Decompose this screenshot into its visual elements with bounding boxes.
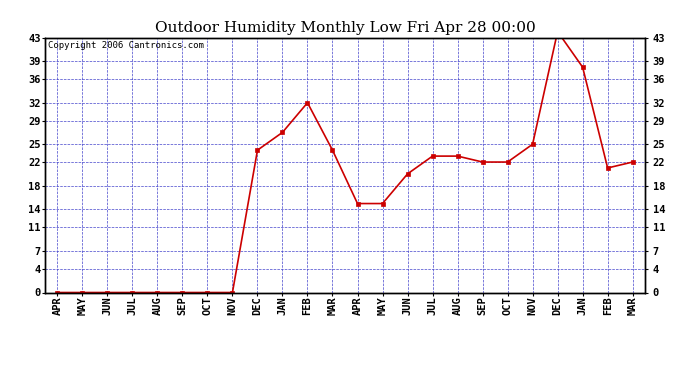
Text: Copyright 2006 Cantronics.com: Copyright 2006 Cantronics.com	[48, 41, 204, 50]
Title: Outdoor Humidity Monthly Low Fri Apr 28 00:00: Outdoor Humidity Monthly Low Fri Apr 28 …	[155, 21, 535, 35]
